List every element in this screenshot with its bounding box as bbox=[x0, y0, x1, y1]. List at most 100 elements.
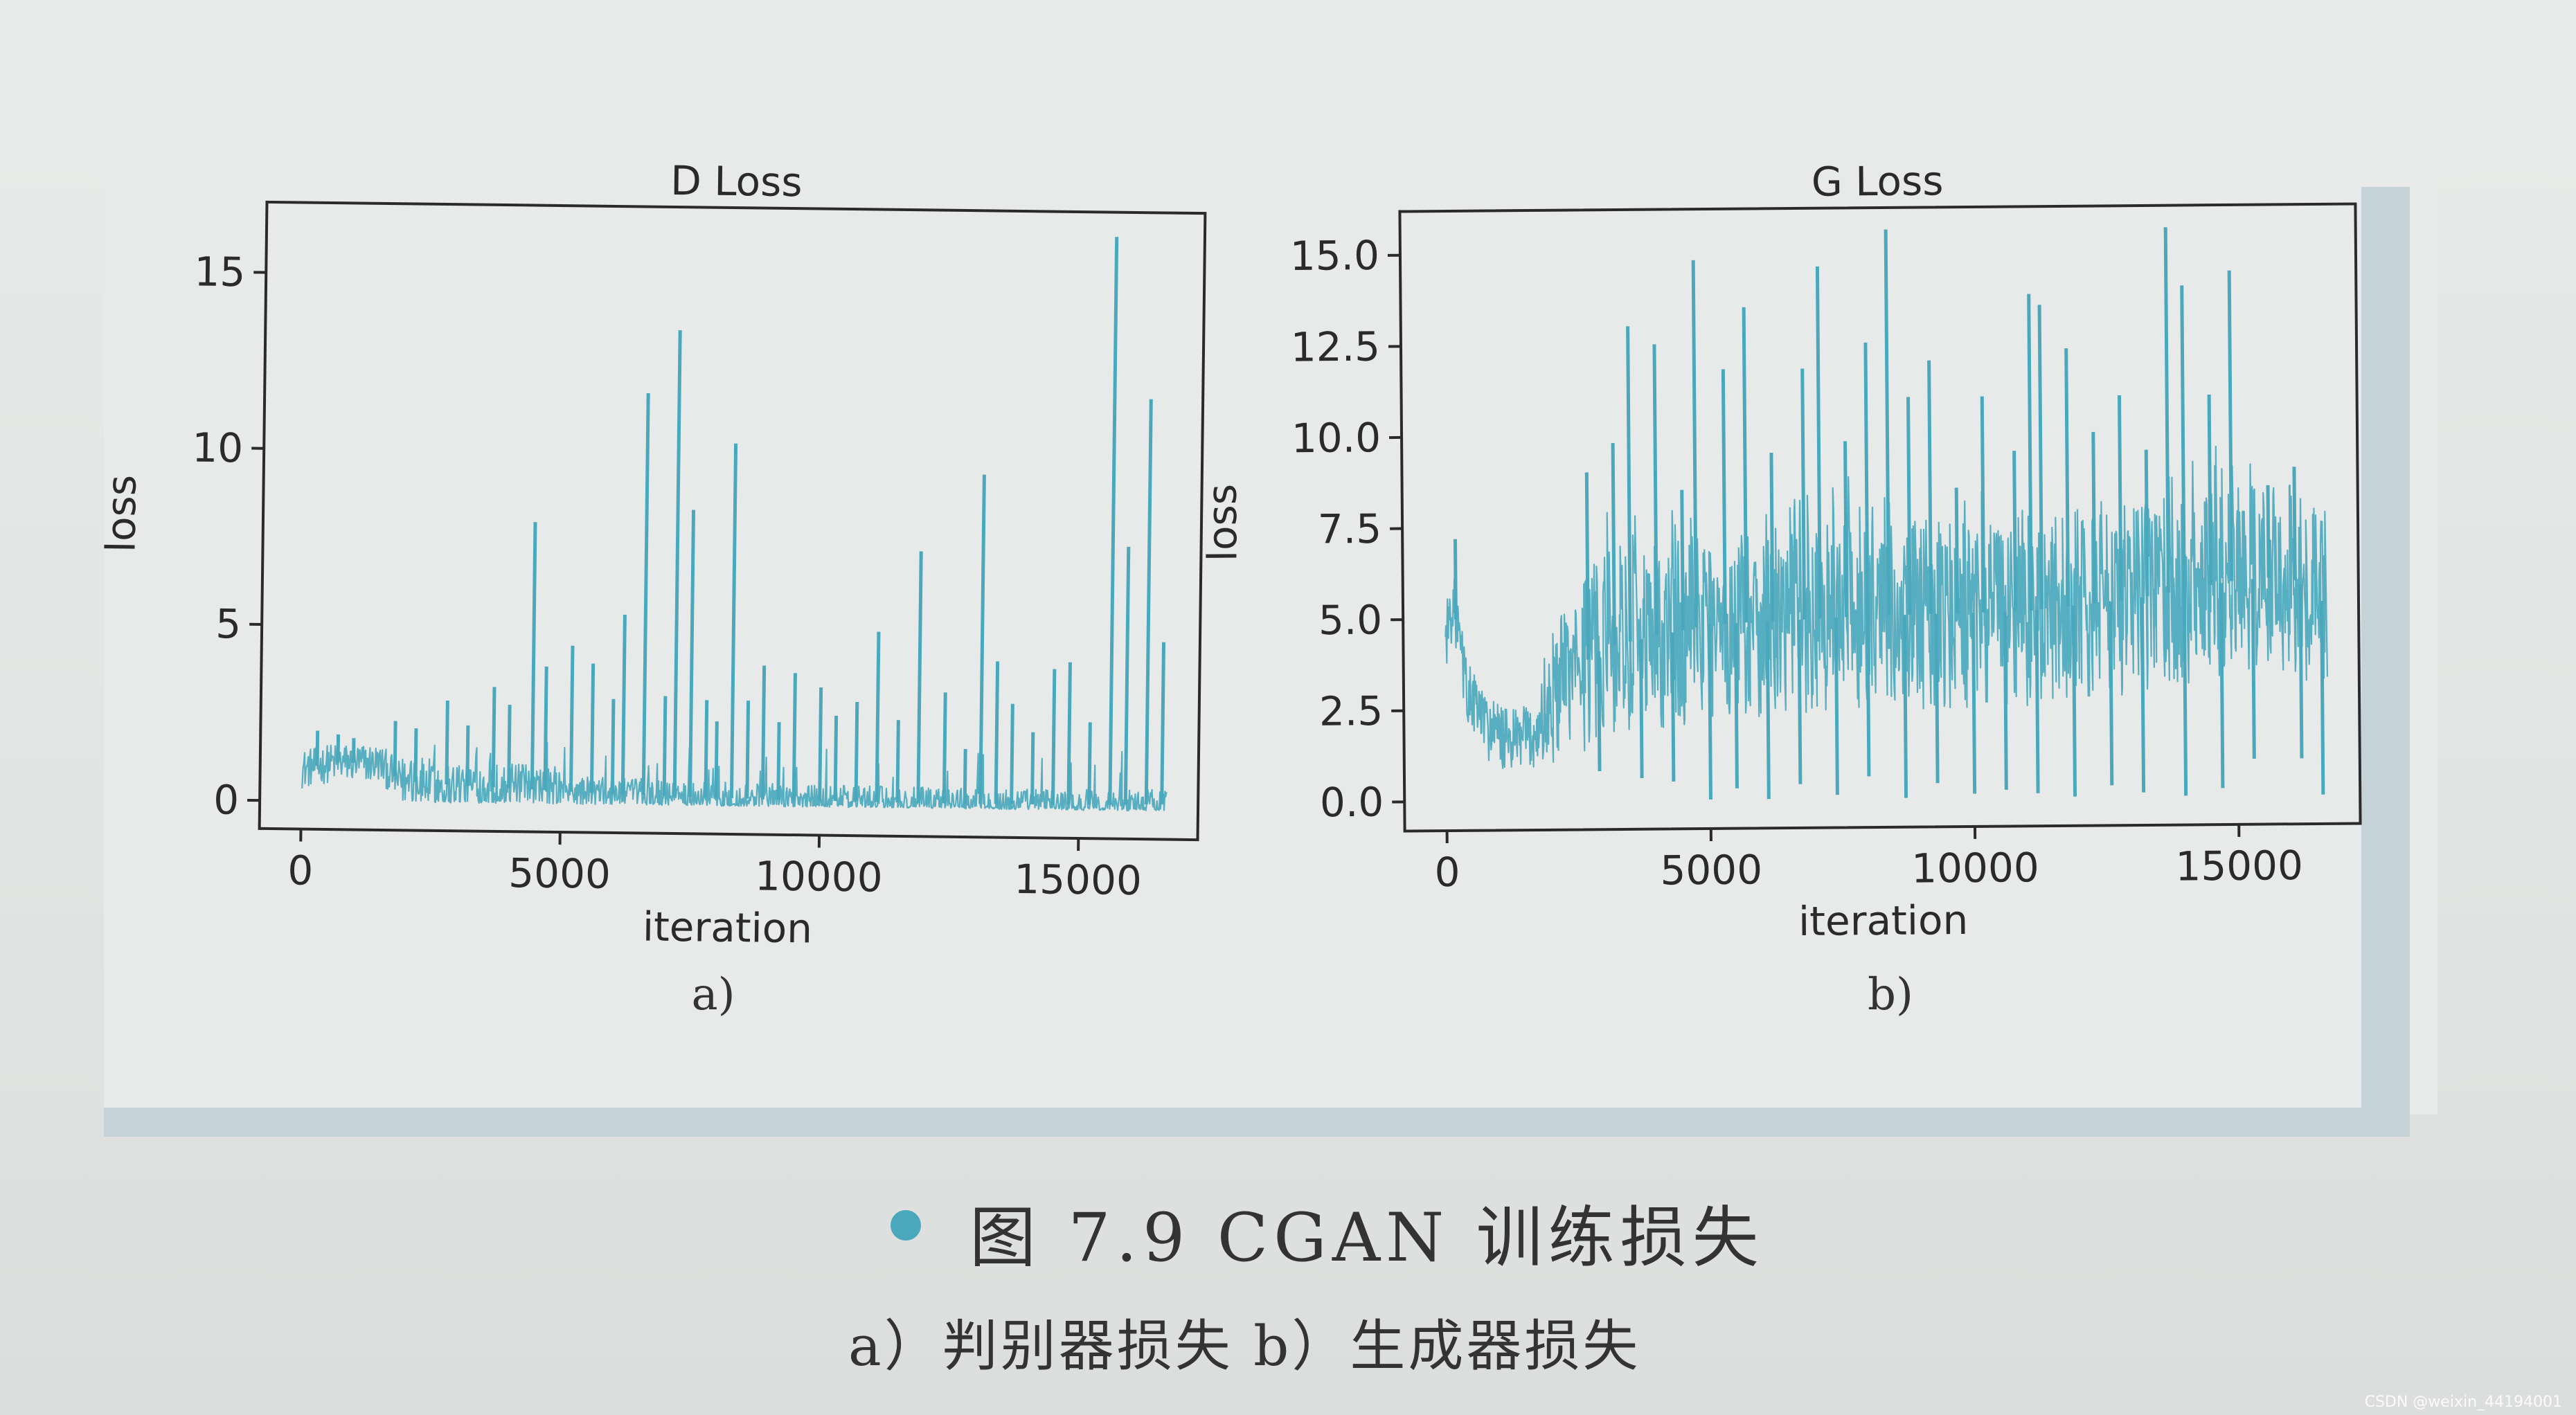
g-loss-dip bbox=[1597, 651, 1602, 772]
g-loss-spike bbox=[1863, 342, 1870, 616]
d-loss-spike bbox=[791, 673, 797, 800]
d-loss-ytick-label: 15 bbox=[194, 248, 246, 296]
d-loss-spike bbox=[942, 692, 947, 804]
d-loss-spike bbox=[641, 393, 650, 795]
g-loss-spike bbox=[1453, 539, 1458, 620]
g-loss-dip bbox=[2034, 609, 2040, 793]
g-loss-ytick-label: 2.5 bbox=[1319, 687, 1384, 735]
panel-label-b: b) bbox=[1868, 969, 1913, 1020]
d-loss-xtick-label: 0 bbox=[287, 847, 314, 894]
g-loss-dip bbox=[2298, 584, 2304, 759]
d-loss-spike bbox=[672, 330, 682, 797]
g-loss-dip bbox=[2251, 579, 2256, 759]
g-loss-spike bbox=[1884, 229, 1891, 615]
d-loss-spike bbox=[1010, 703, 1014, 804]
g-loss-spike bbox=[2037, 305, 2044, 610]
d-loss-spike bbox=[1144, 399, 1153, 804]
g-loss-title: G Loss bbox=[1812, 157, 1944, 206]
g-loss-xtick-label: 15000 bbox=[2175, 842, 2303, 890]
g-loss-dip bbox=[2071, 606, 2077, 797]
g-loss-spike bbox=[2012, 451, 2018, 612]
g-loss-dip bbox=[1765, 621, 1771, 800]
figure-frame-shadow-right bbox=[2361, 187, 2410, 1128]
d-loss-spike bbox=[818, 687, 823, 801]
d-loss-spike bbox=[745, 701, 751, 799]
d-loss-spike bbox=[978, 474, 986, 804]
watermark-text: CSDN @weixin_44194001 bbox=[2364, 1394, 2562, 1411]
g-loss-spike bbox=[1691, 260, 1698, 628]
d-loss-spike bbox=[530, 522, 537, 790]
g-loss-xlabel: iteration bbox=[1798, 896, 1969, 945]
g-loss-spike bbox=[2027, 294, 2033, 611]
d-loss-spike bbox=[543, 666, 548, 791]
d-loss-ytick-label: 0 bbox=[213, 776, 240, 823]
d-loss-title: D Loss bbox=[670, 157, 803, 206]
g-loss-spike bbox=[1742, 307, 1748, 623]
g-loss-spike bbox=[1584, 472, 1590, 660]
d-loss-spike bbox=[994, 661, 1000, 804]
g-loss-ylabel: loss bbox=[1199, 484, 1246, 562]
d-loss-spike bbox=[1030, 732, 1035, 804]
g-loss-spike bbox=[1680, 489, 1685, 631]
g-loss-spike bbox=[1800, 368, 1807, 620]
g-loss-xtick-label: 5000 bbox=[1660, 846, 1762, 894]
d-loss-spike bbox=[620, 614, 627, 795]
d-loss-spike bbox=[916, 551, 923, 803]
d-loss-axes-frame bbox=[258, 200, 1207, 842]
g-loss-spike bbox=[2180, 285, 2186, 590]
g-loss-spike bbox=[1652, 344, 1658, 636]
d-loss-spike bbox=[315, 730, 320, 766]
g-loss-dip bbox=[1638, 639, 1644, 779]
d-loss-xtick-label: 5000 bbox=[508, 849, 611, 898]
panel-label-a: a) bbox=[691, 969, 735, 1020]
g-loss-dip bbox=[2182, 589, 2188, 796]
d-loss-spike bbox=[491, 687, 497, 788]
d-loss-spike bbox=[895, 720, 900, 803]
chart-0-group: 0 5000 10000 15000 0 5 10 15 D Loss iteration loss bbox=[97, 157, 1207, 952]
d-loss-spike bbox=[1160, 642, 1166, 804]
g-loss-spike bbox=[2207, 394, 2212, 586]
d-loss-spike bbox=[465, 725, 470, 786]
caption-bullet bbox=[891, 1210, 921, 1241]
d-loss-ytick-label: 10 bbox=[192, 424, 244, 472]
chart-1-group: 0 5000 10000 15000 0.0 2.5 5.0 7.5 10.0 12.5 15.0 G… bbox=[1199, 157, 2362, 945]
g-loss-dip bbox=[2320, 600, 2325, 795]
g-loss-dip bbox=[1734, 623, 1739, 788]
figure-frame-shadow-bottom bbox=[104, 1108, 2410, 1137]
g-loss-ytick-label: 5.0 bbox=[1318, 596, 1383, 644]
d-loss-ytick-label: 5 bbox=[215, 600, 242, 647]
d-loss-spike bbox=[507, 705, 512, 788]
d-loss-spike bbox=[1123, 546, 1131, 805]
g-loss-spike bbox=[1721, 369, 1727, 624]
g-loss-spike bbox=[1906, 397, 1912, 615]
d-loss-xlabel: iteration bbox=[643, 903, 813, 952]
d-loss-spike bbox=[776, 722, 781, 800]
d-loss-spike bbox=[760, 665, 767, 800]
d-loss-spike bbox=[610, 699, 616, 795]
g-loss-spike bbox=[2064, 348, 2070, 606]
d-loss-spike bbox=[714, 721, 719, 798]
g-loss-spike bbox=[1927, 360, 1933, 614]
g-loss-dip bbox=[2140, 597, 2146, 793]
g-loss-dip bbox=[1797, 620, 1803, 784]
g-loss-dip bbox=[1866, 615, 1871, 777]
d-loss-spike bbox=[833, 715, 839, 802]
d-loss-line bbox=[301, 741, 1168, 812]
d-loss-spike bbox=[569, 645, 575, 792]
g-loss-xtick-label: 0 bbox=[1434, 849, 1460, 896]
d-loss-spike bbox=[688, 510, 696, 797]
g-loss-spike bbox=[2266, 485, 2271, 578]
g-loss-spike bbox=[2091, 431, 2097, 604]
g-loss-spike bbox=[1980, 396, 1986, 613]
g-loss-spike bbox=[1954, 487, 1960, 613]
d-loss-spike bbox=[413, 728, 418, 782]
g-loss-spike bbox=[2118, 395, 2123, 601]
g-loss-dip bbox=[1834, 618, 1839, 795]
g-loss-spike bbox=[2163, 227, 2170, 593]
d-loss-spike bbox=[854, 701, 859, 802]
g-loss-dip bbox=[2003, 611, 2008, 790]
d-loss-spike bbox=[1108, 237, 1119, 805]
d-loss-spike bbox=[662, 696, 668, 796]
d-loss-spike bbox=[1051, 669, 1057, 805]
